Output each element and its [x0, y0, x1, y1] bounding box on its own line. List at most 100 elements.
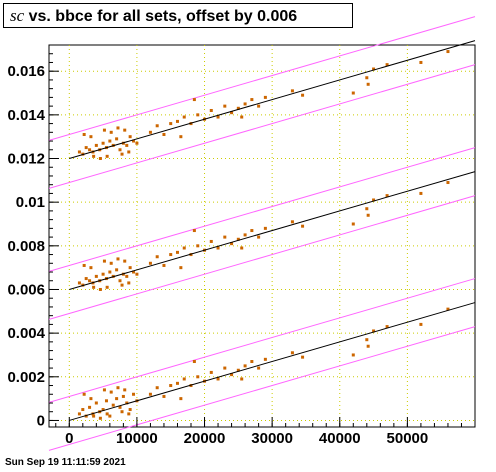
- data-point: [385, 325, 389, 329]
- data-point: [84, 277, 88, 281]
- data-point: [98, 416, 102, 420]
- data-point: [84, 146, 88, 150]
- data-point: [127, 150, 131, 154]
- y-tick-label: 0.012: [7, 151, 45, 168]
- data-point: [366, 213, 370, 217]
- data-point: [82, 132, 86, 136]
- data-point: [236, 368, 240, 372]
- data-point: [290, 220, 294, 224]
- data-point: [102, 388, 106, 392]
- x-tick-label: 40000: [319, 430, 361, 447]
- data-point: [105, 154, 109, 158]
- data-point: [104, 399, 108, 403]
- data-point: [132, 270, 136, 274]
- data-point: [209, 239, 213, 243]
- data-point: [365, 338, 369, 342]
- data-point: [385, 63, 389, 67]
- data-point: [109, 261, 113, 265]
- data-point: [209, 108, 213, 112]
- title-symbol: sc: [10, 6, 25, 25]
- data-point: [127, 412, 131, 416]
- data-point: [77, 281, 81, 285]
- data-point: [162, 263, 166, 267]
- data-point: [301, 224, 305, 228]
- data-point: [175, 250, 179, 254]
- data-point: [351, 91, 355, 95]
- data-point: [182, 115, 186, 119]
- band-line: [48, 64, 476, 189]
- data-point: [132, 139, 136, 143]
- y-tick-label: 0.006: [7, 281, 45, 298]
- data-point: [236, 106, 240, 110]
- data-point: [169, 384, 173, 388]
- data-point: [94, 143, 98, 147]
- data-point: [123, 128, 127, 132]
- timestamp-footer: Sun Sep 19 11:11:59 2021: [5, 457, 126, 468]
- data-point: [257, 235, 261, 239]
- data-point: [94, 274, 98, 278]
- data-point: [192, 360, 196, 364]
- data-point: [108, 270, 112, 274]
- data-point: [419, 60, 423, 64]
- y-tick-label: 0.004: [7, 325, 45, 342]
- data-point: [77, 412, 81, 416]
- data-point: [135, 141, 139, 145]
- data-point: [155, 386, 159, 390]
- data-point: [84, 414, 88, 418]
- data-point: [120, 283, 124, 287]
- fit-lines: [69, 40, 476, 421]
- data-point: [118, 148, 122, 152]
- data-point: [109, 390, 113, 394]
- data-point: [135, 272, 139, 276]
- data-point: [196, 375, 200, 379]
- data-point: [223, 104, 227, 108]
- data-point: [102, 259, 106, 263]
- data-point: [179, 266, 183, 270]
- y-tick-label: 0.016: [7, 63, 45, 80]
- x-tick-label: 0: [65, 430, 73, 447]
- data-point: [94, 401, 98, 405]
- data-point: [105, 412, 109, 416]
- fit-line: [69, 171, 476, 290]
- data-point: [82, 263, 86, 267]
- data-point: [446, 307, 450, 311]
- data-point: [120, 152, 124, 156]
- data-point: [115, 268, 119, 272]
- band-line: [48, 16, 476, 141]
- data-point: [116, 126, 120, 130]
- data-point: [230, 242, 234, 246]
- data-point: [263, 357, 267, 361]
- data-point: [209, 370, 213, 374]
- data-point: [230, 111, 234, 115]
- data-point: [88, 148, 92, 152]
- data-point: [290, 89, 294, 93]
- data-point: [223, 366, 227, 370]
- data-point: [125, 143, 129, 147]
- data-point: [116, 257, 120, 261]
- data-point: [196, 244, 200, 248]
- data-point: [182, 246, 186, 250]
- data-point: [419, 191, 423, 195]
- data-point: [155, 255, 159, 259]
- y-tick-label: 0.002: [7, 369, 45, 386]
- data-point: [196, 113, 200, 117]
- data-point: [250, 98, 254, 102]
- data-point: [365, 207, 369, 211]
- data-point: [169, 122, 173, 126]
- data-point: [351, 353, 355, 357]
- data-point: [372, 198, 376, 202]
- data-point: [372, 329, 376, 333]
- data-point: [263, 95, 267, 99]
- data-point: [105, 285, 109, 289]
- data-point: [236, 237, 240, 241]
- grid: [49, 45, 475, 427]
- data-point: [108, 139, 112, 143]
- data-point: [128, 266, 132, 270]
- data-point: [118, 279, 122, 283]
- data-point: [366, 82, 370, 86]
- data-point: [446, 181, 450, 185]
- data-point: [102, 128, 106, 132]
- axes: 0 0.002 0.004 0.006 0.008 0.01 0.012 0.014 0.016…: [7, 44, 476, 447]
- data-point: [123, 259, 127, 263]
- data-point: [81, 408, 85, 412]
